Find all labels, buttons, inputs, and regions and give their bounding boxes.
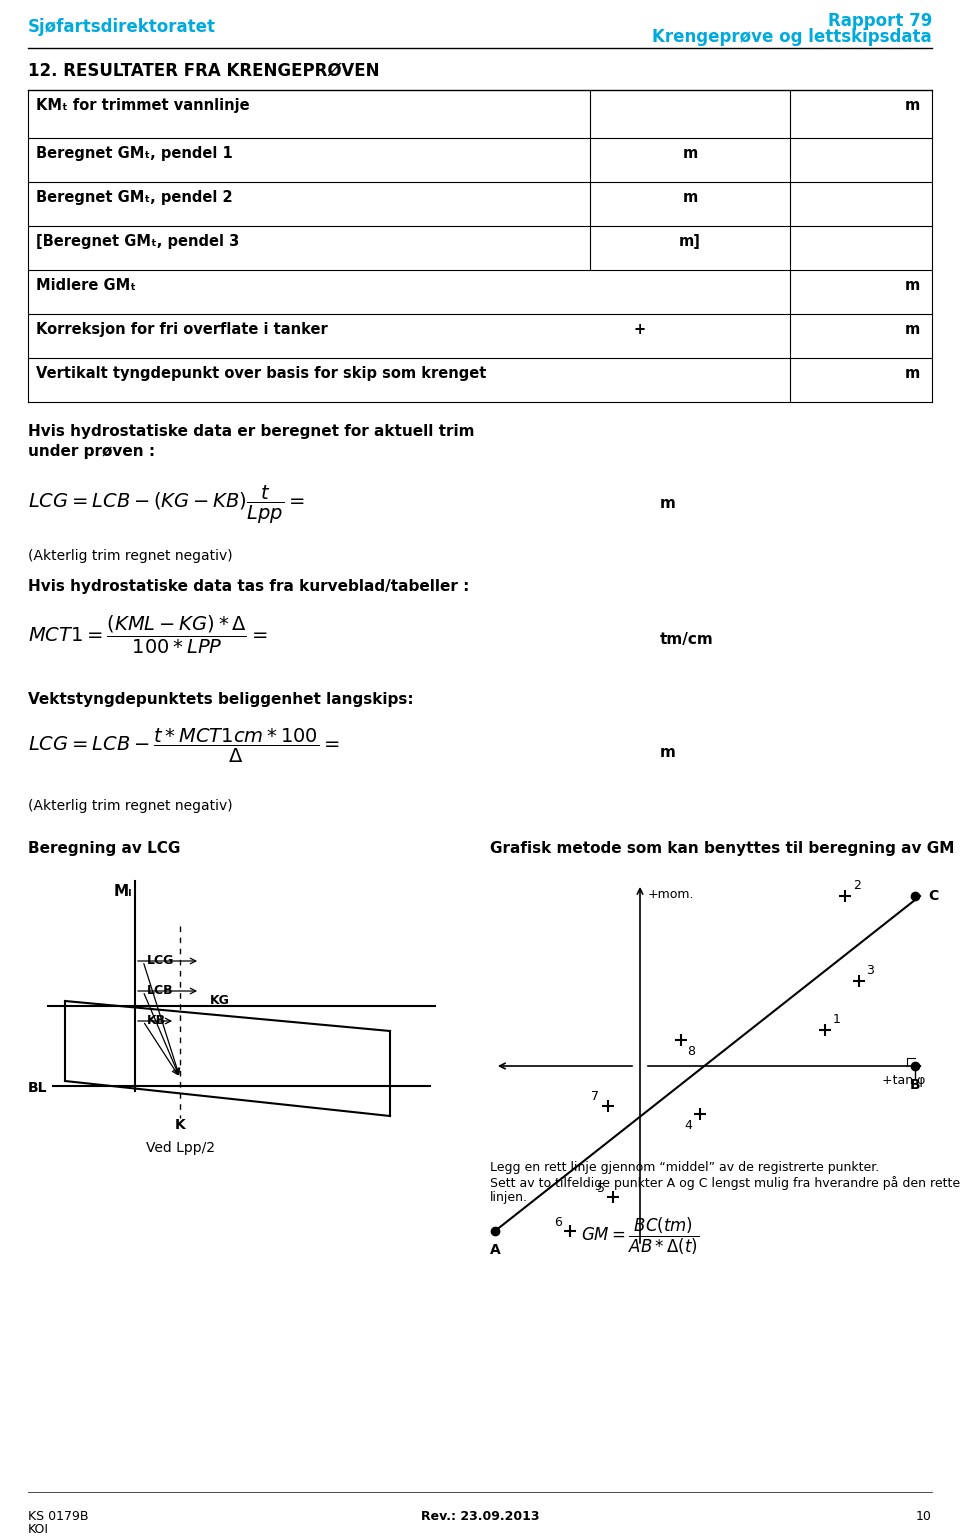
Text: under prøven :: under prøven : (28, 443, 156, 459)
Text: KS 0179B: KS 0179B (28, 1510, 88, 1524)
Text: LCG: LCG (147, 954, 175, 968)
Text: (Akterlig trim regnet negativ): (Akterlig trim regnet negativ) (28, 549, 232, 563)
Text: Vektstyngdepunktets beliggenhet langskips:: Vektstyngdepunktets beliggenhet langskip… (28, 693, 414, 706)
Text: m: m (904, 322, 920, 337)
Text: +tan φ: +tan φ (881, 1074, 925, 1087)
Text: Beregning av LCG: Beregning av LCG (28, 840, 180, 856)
Text: linjen.: linjen. (490, 1191, 528, 1203)
Text: m: m (904, 366, 920, 382)
Text: Vertikalt tyngdepunkt over basis for skip som krenget: Vertikalt tyngdepunkt over basis for ski… (36, 366, 487, 382)
Text: m: m (660, 496, 676, 511)
Text: +mom.: +mom. (648, 888, 694, 900)
Text: C: C (928, 890, 938, 903)
Text: B: B (910, 1077, 921, 1093)
Text: KOI: KOI (28, 1524, 49, 1536)
Text: Sett av to tilfeldige punkter A og C lengst mulig fra hverandre på den rette: Sett av to tilfeldige punkter A og C len… (490, 1176, 960, 1190)
Text: 1: 1 (833, 1013, 841, 1027)
Text: 5: 5 (596, 1182, 605, 1196)
Text: Ved Lpp/2: Ved Lpp/2 (146, 1140, 214, 1154)
Text: Korreksjon for fri overflate i tanker: Korreksjon for fri overflate i tanker (36, 322, 327, 337)
Text: +: + (634, 322, 646, 337)
Text: A: A (490, 1244, 500, 1257)
Text: 2: 2 (853, 879, 861, 893)
Text: Grafisk metode som kan benyttes til beregning av GM: Grafisk metode som kan benyttes til bere… (490, 840, 954, 856)
Text: Hvis hydrostatiske data er beregnet for aktuell trim: Hvis hydrostatiske data er beregnet for … (28, 425, 474, 439)
Text: m: m (904, 98, 920, 112)
Text: Mₗ: Mₗ (113, 883, 132, 899)
Text: [Beregnet GMₜ, pendel 3: [Beregnet GMₜ, pendel 3 (36, 234, 239, 249)
Text: (Akterlig trim regnet negativ): (Akterlig trim regnet negativ) (28, 799, 232, 813)
Text: tm/cm: tm/cm (660, 633, 713, 646)
Text: m: m (683, 146, 698, 162)
Text: 7: 7 (591, 1091, 599, 1103)
Text: m: m (683, 189, 698, 205)
Text: Midlere GMₜ: Midlere GMₜ (36, 279, 136, 292)
Text: LCB: LCB (147, 985, 174, 997)
Text: m]: m] (679, 234, 701, 249)
Text: 3: 3 (867, 965, 875, 977)
Text: m: m (904, 279, 920, 292)
Text: $MCT1 = \dfrac{(KML - KG)*\Delta}{100*LPP} =$: $MCT1 = \dfrac{(KML - KG)*\Delta}{100*LP… (28, 614, 268, 656)
Text: Rev.: 23.09.2013: Rev.: 23.09.2013 (420, 1510, 540, 1524)
Text: Krengeprøve og lettskipsdata: Krengeprøve og lettskipsdata (653, 28, 932, 46)
Text: Rapport 79: Rapport 79 (828, 12, 932, 29)
Text: $LCG = LCB - (KG - KB)\dfrac{t}{Lpp} =$: $LCG = LCB - (KG - KB)\dfrac{t}{Lpp} =$ (28, 483, 304, 526)
Text: BL: BL (28, 1080, 47, 1096)
Text: 4: 4 (684, 1119, 692, 1131)
Text: 12. RESULTATER FRA KRENGEPRØVEN: 12. RESULTATER FRA KRENGEPRØVEN (28, 62, 379, 80)
Text: K: K (175, 1117, 185, 1133)
Text: Legg en rett linje gjennom “middel” av de registrerte punkter.: Legg en rett linje gjennom “middel” av d… (490, 1160, 879, 1174)
Text: $LCG = LCB - \dfrac{t * MCT1cm * 100}{\Delta} =$: $LCG = LCB - \dfrac{t * MCT1cm * 100}{\D… (28, 726, 340, 765)
Text: Beregnet GMₜ, pendel 1: Beregnet GMₜ, pendel 1 (36, 146, 232, 162)
Text: $GM = \dfrac{BC(tm)}{AB * \Delta(t)}$: $GM = \dfrac{BC(tm)}{AB * \Delta(t)}$ (581, 1216, 699, 1257)
Text: KB: KB (147, 1014, 166, 1028)
Text: Sjøfartsdirektoratet: Sjøfartsdirektoratet (28, 18, 216, 35)
Text: 6: 6 (554, 1216, 562, 1228)
Text: KG: KG (210, 994, 229, 1008)
Text: Beregnet GMₜ, pendel 2: Beregnet GMₜ, pendel 2 (36, 189, 232, 205)
Text: 8: 8 (687, 1045, 695, 1059)
Text: Hvis hydrostatiske data tas fra kurveblad/tabeller :: Hvis hydrostatiske data tas fra kurvebla… (28, 579, 469, 594)
Text: 10: 10 (916, 1510, 932, 1524)
Text: m: m (660, 745, 676, 760)
Text: KMₜ for trimmet vannlinje: KMₜ for trimmet vannlinje (36, 98, 250, 112)
